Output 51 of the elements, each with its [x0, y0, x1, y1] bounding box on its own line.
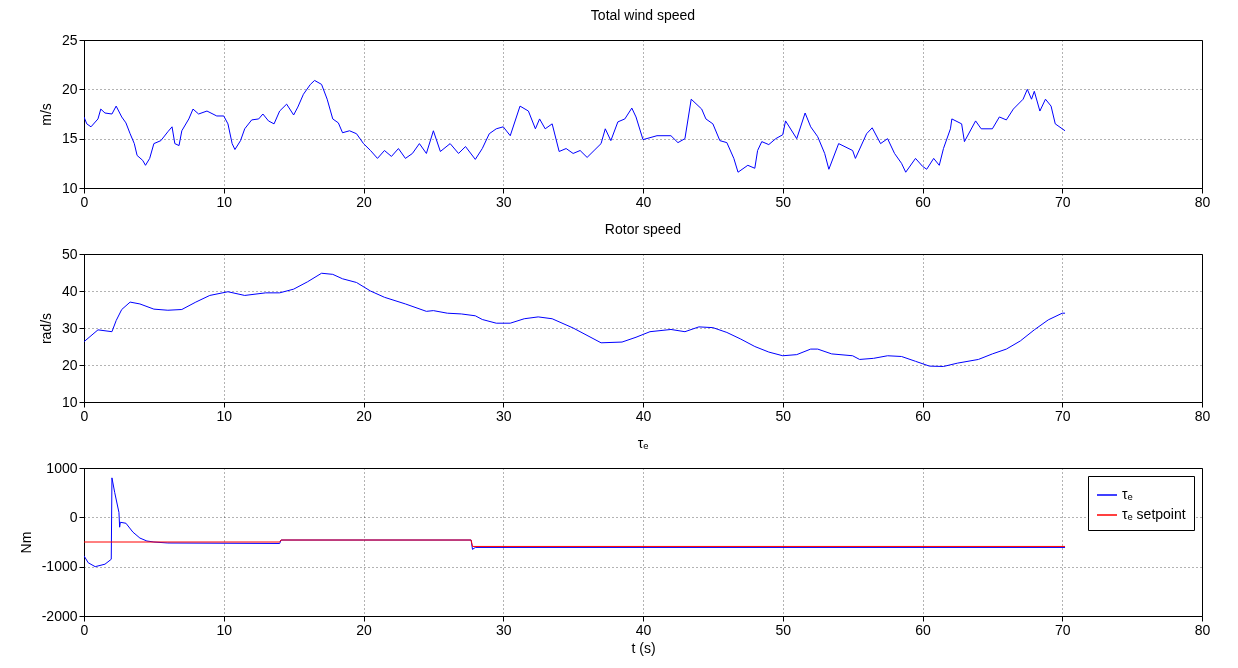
y-tick-label: 30	[61, 319, 78, 336]
y-tick-label: -1000	[41, 558, 78, 575]
y-axis-title: m/s	[37, 103, 54, 126]
y-tick-label: 20	[61, 356, 78, 373]
x-tick-label: 50	[775, 407, 792, 424]
legend-label: τₑ setpoint	[1122, 506, 1186, 522]
y-tick-label: 15	[61, 130, 78, 147]
x-tick-label: 80	[1194, 621, 1211, 638]
y-tick-label: 10	[61, 393, 78, 410]
x-tick-label: 60	[915, 621, 931, 638]
x-tick-label: 10	[216, 193, 233, 210]
y-tick-label: 40	[61, 282, 78, 299]
x-tick-label: 80	[1194, 193, 1211, 210]
x-tick-label: 10	[216, 621, 233, 638]
chart-title: Rotor speed	[604, 221, 682, 237]
x-tick-label: 80	[1194, 407, 1211, 424]
x-tick-label: 70	[1054, 407, 1071, 424]
x-tick-label: 40	[635, 193, 652, 210]
y-tick-label: 0	[69, 508, 78, 525]
x-tick-label: 20	[356, 621, 372, 638]
x-tick-label: 20	[356, 407, 372, 424]
y-tick-label: 25	[61, 31, 78, 48]
line-series	[84, 79, 1066, 173]
x-tick-label: 70	[1054, 193, 1071, 210]
x-tick-label: 40	[635, 621, 652, 638]
y-tick-label: 1000	[46, 459, 78, 476]
x-tick-label: 0	[80, 407, 89, 424]
x-tick-label: 30	[495, 193, 512, 210]
line-series	[84, 272, 1066, 367]
x-tick-label: 30	[495, 621, 512, 638]
y-tick-label: -2000	[41, 607, 78, 624]
x-tick-label: 10	[216, 407, 233, 424]
chart-title: Total wind speed	[590, 7, 696, 23]
x-tick-label: 50	[775, 621, 792, 638]
x-tick-label: 60	[915, 407, 931, 424]
y-tick-label: 10	[61, 179, 78, 196]
x-tick-label: 0	[80, 621, 89, 638]
x-tick-label: 0	[80, 193, 89, 210]
x-tick-label: 30	[495, 407, 512, 424]
y-tick-label: 50	[61, 245, 78, 262]
legend-label: τₑ	[1122, 486, 1133, 502]
y-tick-label: 20	[61, 80, 78, 97]
y-axis-title: Nm	[17, 531, 34, 554]
x-tick-label: 20	[356, 193, 372, 210]
x-tick-label: 40	[635, 407, 652, 424]
x-tick-label: 60	[915, 193, 931, 210]
x-tick-label: 50	[775, 193, 792, 210]
x-tick-label: 70	[1054, 621, 1071, 638]
chart-title: τₑ	[637, 435, 649, 451]
x-axis-title: t (s)	[631, 639, 656, 656]
y-axis-title: rad/s	[37, 312, 54, 345]
